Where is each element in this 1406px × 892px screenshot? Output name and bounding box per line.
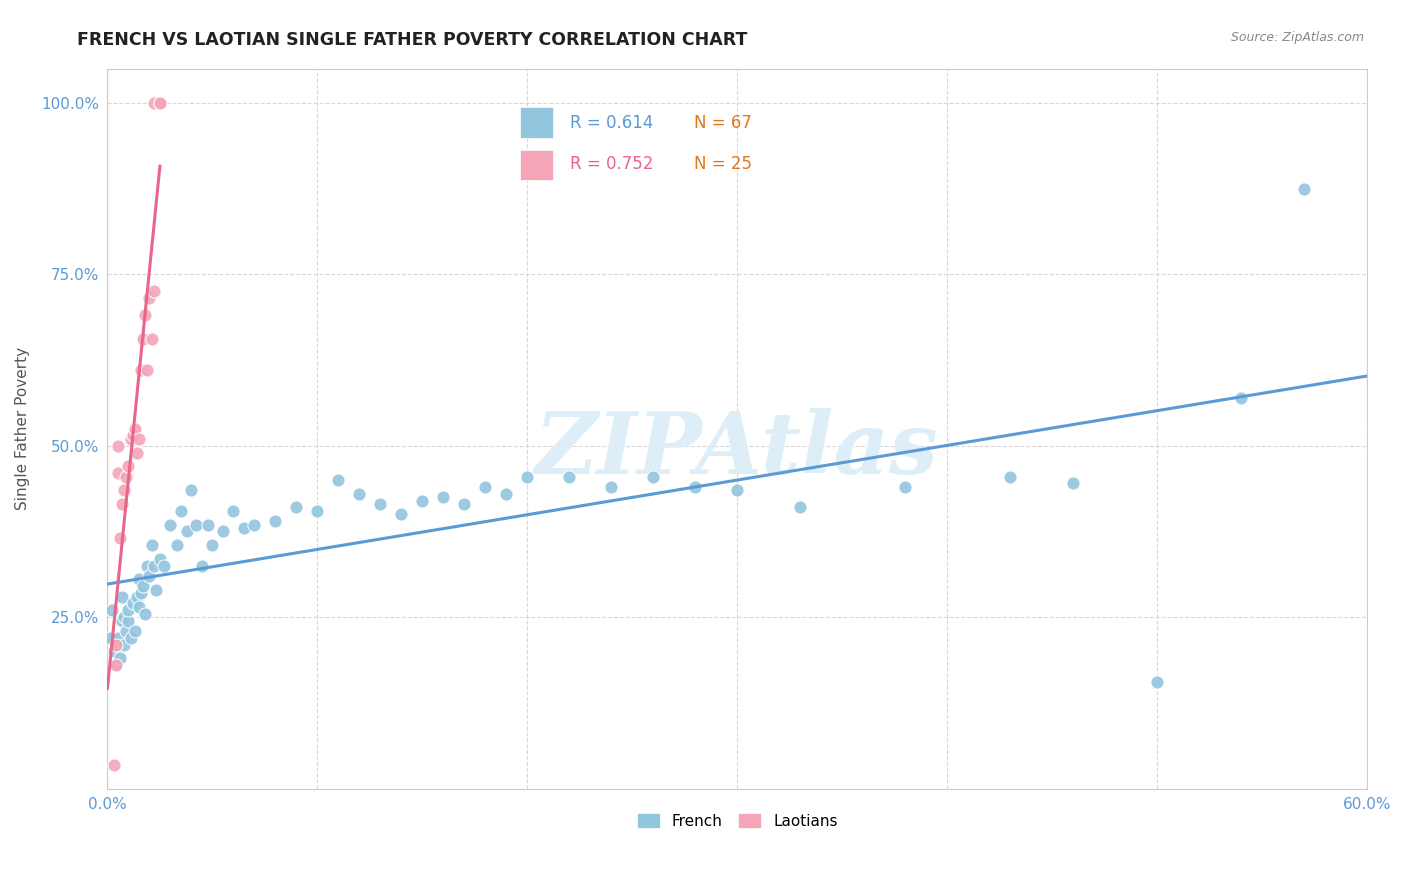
Point bbox=[180, 483, 202, 498]
Point bbox=[115, 624, 138, 638]
Point bbox=[222, 504, 245, 518]
Point bbox=[232, 521, 254, 535]
Point bbox=[129, 363, 152, 377]
Point bbox=[141, 332, 163, 346]
Point bbox=[149, 95, 172, 110]
Point bbox=[176, 524, 198, 539]
Point bbox=[117, 459, 139, 474]
Point bbox=[120, 432, 142, 446]
Point bbox=[111, 590, 134, 604]
Point bbox=[1230, 391, 1253, 405]
Point bbox=[1146, 675, 1168, 690]
Point bbox=[100, 603, 122, 617]
Point bbox=[191, 558, 214, 573]
Point bbox=[107, 439, 129, 453]
Point bbox=[998, 469, 1021, 483]
Point bbox=[170, 504, 193, 518]
Point bbox=[117, 603, 139, 617]
Point bbox=[432, 490, 454, 504]
Point bbox=[328, 473, 350, 487]
Point bbox=[98, 631, 121, 645]
Point bbox=[129, 586, 152, 600]
Y-axis label: Single Father Poverty: Single Father Poverty bbox=[15, 347, 30, 510]
Point bbox=[285, 500, 308, 515]
Point bbox=[474, 480, 496, 494]
Point bbox=[132, 332, 155, 346]
Point bbox=[104, 658, 127, 673]
Point bbox=[197, 517, 219, 532]
Point bbox=[184, 517, 207, 532]
Point bbox=[128, 573, 150, 587]
Point bbox=[516, 469, 538, 483]
Point bbox=[128, 599, 150, 614]
Point bbox=[558, 469, 581, 483]
Point bbox=[136, 363, 159, 377]
Point bbox=[145, 582, 167, 597]
Point bbox=[111, 614, 134, 628]
Point bbox=[149, 95, 172, 110]
Point bbox=[411, 493, 433, 508]
Point bbox=[112, 638, 135, 652]
Point bbox=[108, 651, 131, 665]
Point bbox=[132, 579, 155, 593]
Point bbox=[120, 631, 142, 645]
Legend: French, Laotians: French, Laotians bbox=[630, 807, 844, 835]
Point bbox=[125, 590, 148, 604]
Point bbox=[212, 524, 235, 539]
Point bbox=[453, 497, 475, 511]
Point bbox=[136, 558, 159, 573]
Point bbox=[600, 480, 623, 494]
Point bbox=[117, 614, 139, 628]
Point bbox=[124, 624, 146, 638]
Point bbox=[789, 500, 811, 515]
Text: FRENCH VS LAOTIAN SINGLE FATHER POVERTY CORRELATION CHART: FRENCH VS LAOTIAN SINGLE FATHER POVERTY … bbox=[77, 31, 748, 49]
Point bbox=[159, 517, 181, 532]
Point bbox=[138, 569, 160, 583]
Point bbox=[112, 483, 135, 498]
Point bbox=[111, 497, 134, 511]
Point bbox=[103, 757, 125, 772]
Point bbox=[201, 538, 224, 552]
Point bbox=[104, 658, 127, 673]
Point bbox=[389, 507, 412, 521]
Point bbox=[643, 469, 665, 483]
Point bbox=[142, 285, 165, 299]
Point bbox=[134, 607, 156, 621]
Point bbox=[142, 95, 165, 110]
Point bbox=[134, 309, 156, 323]
Point bbox=[124, 421, 146, 435]
Point bbox=[112, 610, 135, 624]
Point bbox=[166, 538, 188, 552]
Point bbox=[104, 638, 127, 652]
Point bbox=[153, 558, 176, 573]
Point bbox=[1292, 181, 1315, 195]
Point bbox=[107, 466, 129, 480]
Point bbox=[142, 558, 165, 573]
Point bbox=[141, 538, 163, 552]
Point bbox=[103, 644, 125, 658]
Point bbox=[307, 504, 329, 518]
Point bbox=[128, 432, 150, 446]
Point bbox=[108, 531, 131, 545]
Point bbox=[121, 596, 143, 610]
Point bbox=[125, 445, 148, 459]
Point bbox=[138, 291, 160, 305]
Point bbox=[495, 486, 517, 500]
Point bbox=[368, 497, 391, 511]
Point bbox=[349, 486, 371, 500]
Point bbox=[1062, 476, 1084, 491]
Text: ZIPAtlas: ZIPAtlas bbox=[536, 409, 939, 491]
Point bbox=[149, 551, 172, 566]
Text: Source: ZipAtlas.com: Source: ZipAtlas.com bbox=[1230, 31, 1364, 45]
Point bbox=[725, 483, 748, 498]
Point bbox=[683, 480, 706, 494]
Point bbox=[243, 517, 266, 532]
Point bbox=[107, 631, 129, 645]
Point bbox=[115, 469, 138, 483]
Point bbox=[264, 514, 287, 528]
Point bbox=[894, 480, 917, 494]
Point bbox=[121, 428, 143, 442]
